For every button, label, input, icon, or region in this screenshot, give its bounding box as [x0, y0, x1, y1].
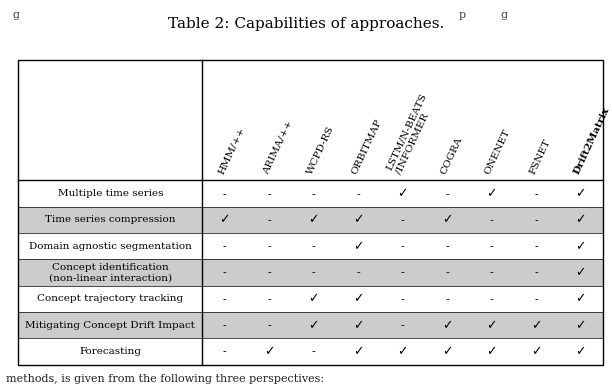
- Text: methods, is given from the following three perspectives:: methods, is given from the following thr…: [6, 374, 324, 384]
- Text: Domain agnostic segmentation: Domain agnostic segmentation: [29, 242, 192, 251]
- Text: -: -: [490, 215, 493, 225]
- Text: ✓: ✓: [575, 187, 586, 200]
- Text: -: -: [534, 215, 538, 225]
- Text: Drift2Matrix: Drift2Matrix: [572, 106, 611, 176]
- Text: ✓: ✓: [531, 345, 542, 358]
- Text: ✓: ✓: [353, 345, 364, 358]
- Text: -: -: [534, 189, 538, 199]
- Text: COGRA: COGRA: [439, 135, 464, 176]
- Text: -: -: [223, 346, 226, 357]
- Text: ✓: ✓: [397, 345, 408, 358]
- Text: -: -: [267, 241, 271, 251]
- Text: ✓: ✓: [575, 213, 586, 227]
- Text: Multiple time series: Multiple time series: [58, 189, 163, 198]
- Text: -: -: [312, 268, 316, 277]
- Text: -: -: [312, 346, 316, 357]
- Text: LSTM/N-BEATS
/INFORMER: LSTM/N-BEATS /INFORMER: [385, 92, 438, 176]
- Text: -: -: [267, 320, 271, 330]
- Text: ✓: ✓: [575, 266, 586, 279]
- Text: -: -: [534, 268, 538, 277]
- Text: -: -: [267, 189, 271, 199]
- Text: -: -: [534, 241, 538, 251]
- Text: g: g: [12, 10, 19, 20]
- Text: -: -: [446, 294, 449, 304]
- Text: -: -: [223, 320, 226, 330]
- Text: ✓: ✓: [487, 319, 497, 332]
- Text: ✓: ✓: [442, 213, 452, 227]
- Text: ORBITMAP: ORBITMAP: [350, 117, 384, 176]
- Text: FSNET: FSNET: [528, 137, 552, 176]
- Text: -: -: [401, 294, 405, 304]
- Text: -: -: [446, 241, 449, 251]
- Text: -: -: [401, 268, 405, 277]
- Text: ✓: ✓: [442, 319, 452, 332]
- Text: -: -: [490, 268, 493, 277]
- Text: ✓: ✓: [575, 293, 586, 305]
- Text: -: -: [223, 241, 226, 251]
- Text: Concept identification
(non-linear interaction): Concept identification (non-linear inter…: [49, 263, 172, 282]
- Text: ✓: ✓: [487, 187, 497, 200]
- Text: ✓: ✓: [264, 345, 274, 358]
- Text: WCPD-RS: WCPD-RS: [305, 125, 336, 176]
- Text: ✓: ✓: [487, 345, 497, 358]
- Text: -: -: [490, 294, 493, 304]
- Text: ✓: ✓: [308, 213, 319, 227]
- Text: Concept trajectory tracking: Concept trajectory tracking: [37, 294, 184, 303]
- Text: -: -: [267, 268, 271, 277]
- Text: Time series compression: Time series compression: [45, 215, 176, 224]
- Text: -: -: [534, 294, 538, 304]
- Text: ✓: ✓: [353, 213, 364, 227]
- Text: -: -: [356, 268, 360, 277]
- Text: -: -: [401, 215, 405, 225]
- Text: Table 2: Capabilities of approaches.: Table 2: Capabilities of approaches.: [168, 17, 444, 31]
- Text: -: -: [312, 189, 316, 199]
- Text: ✓: ✓: [353, 293, 364, 305]
- Text: -: -: [267, 294, 271, 304]
- Text: ✓: ✓: [220, 213, 230, 227]
- Text: ✓: ✓: [308, 293, 319, 305]
- Text: -: -: [401, 320, 405, 330]
- Text: -: -: [401, 241, 405, 251]
- Text: ✓: ✓: [575, 319, 586, 332]
- Text: -: -: [223, 189, 226, 199]
- Text: ✓: ✓: [353, 319, 364, 332]
- Text: Mitigating Concept Drift Impact: Mitigating Concept Drift Impact: [26, 321, 195, 330]
- Text: ✓: ✓: [442, 345, 452, 358]
- Text: HMM/++: HMM/++: [217, 125, 247, 176]
- Text: ✓: ✓: [353, 240, 364, 253]
- Text: -: -: [267, 215, 271, 225]
- Text: ONENET: ONENET: [483, 128, 512, 176]
- Text: Forecasting: Forecasting: [80, 347, 141, 356]
- Text: -: -: [223, 268, 226, 277]
- Text: ✓: ✓: [397, 187, 408, 200]
- Text: -: -: [356, 189, 360, 199]
- Text: -: -: [490, 241, 493, 251]
- Text: p          g: p g: [459, 10, 508, 20]
- Text: ✓: ✓: [575, 345, 586, 358]
- Text: ✓: ✓: [308, 319, 319, 332]
- Text: -: -: [446, 189, 449, 199]
- Text: -: -: [312, 241, 316, 251]
- Text: ARIMA/++: ARIMA/++: [261, 119, 294, 176]
- Text: ✓: ✓: [575, 240, 586, 253]
- Text: -: -: [446, 268, 449, 277]
- Text: -: -: [223, 294, 226, 304]
- Text: ✓: ✓: [531, 319, 542, 332]
